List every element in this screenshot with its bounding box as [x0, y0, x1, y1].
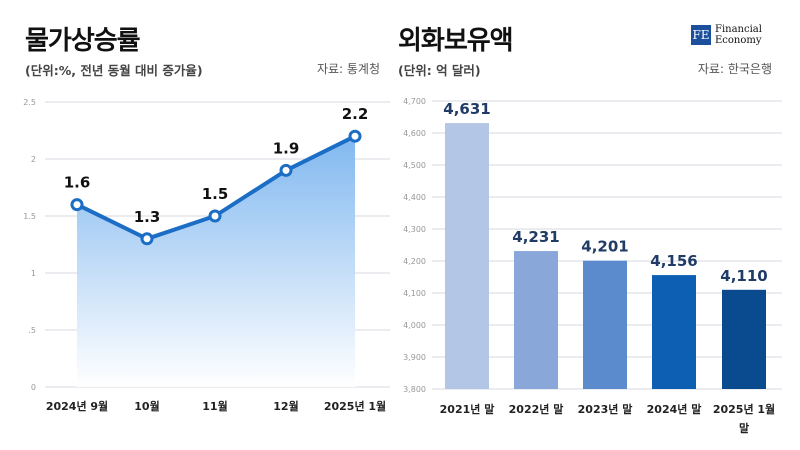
financial-economy-logo: FE Financial Economy [691, 24, 762, 46]
x-tick-label: 2025년 1월 말 [713, 402, 775, 435]
data-label: 1.5 [202, 185, 229, 203]
y-tick-label: .5 [28, 326, 36, 335]
y-tick-label: 4,700 [403, 97, 426, 106]
logo-line-1: Financial [715, 24, 762, 35]
bar-value-label: 4,201 [581, 238, 628, 256]
fx-reserves-panel: 외화보유액 (단위: 억 달러) 자료: 한국은행 [390, 0, 800, 450]
logo-text: Financial Economy [715, 24, 762, 46]
inflation-panel: 물가상승률 (단위:%, 전년 동월 대비 증가율) 자료: 통계청 [0, 0, 390, 450]
bar [445, 123, 489, 389]
x-tick-label: 2024년 9월 [46, 399, 108, 413]
x-tick-label: 2022년 말 [509, 402, 564, 416]
y-tick-label: 1.5 [23, 212, 36, 221]
data-point [70, 198, 84, 212]
bar-value-label: 4,631 [443, 100, 490, 118]
data-label: 1.9 [273, 139, 300, 157]
inflation-subtitle: (단위:%, 전년 동월 대비 증가율) [25, 63, 203, 78]
x-tick-label: 11월 [202, 399, 227, 413]
x-tick-label: 2023년 말 [578, 402, 633, 416]
bar [652, 275, 696, 389]
x-tick-label: 2021년 말 [440, 402, 495, 416]
y-tick-label: 3,800 [403, 385, 426, 394]
bar-value-label: 4,231 [512, 228, 559, 246]
data-point [208, 209, 222, 223]
bar [514, 251, 558, 389]
bar [583, 260, 627, 389]
area-fill [77, 136, 355, 387]
y-tick-label: 4,200 [403, 257, 426, 266]
inflation-source: 자료: 통계청 [316, 62, 380, 76]
x-tick-label: 2024년 말 [647, 402, 702, 416]
logo-mark: FE [691, 25, 711, 45]
y-tick-label: 4,600 [403, 129, 426, 138]
bar [722, 289, 766, 389]
y-tick-label: 0 [31, 383, 36, 392]
logo-line-2: Economy [715, 35, 762, 46]
y-tick-label: 4,500 [403, 161, 426, 170]
y-tick-label: 4,400 [403, 193, 426, 202]
data-point [279, 163, 293, 177]
inflation-title: 물가상승률 [25, 26, 141, 56]
data-label: 1.3 [134, 208, 161, 226]
x-tick-label: 2025년 1월 [324, 399, 386, 413]
data-point [140, 232, 154, 246]
fx-reserves-title: 외화보유액 [398, 26, 514, 56]
fx-reserves-subtitle: (단위: 억 달러) [398, 63, 481, 78]
data-point [348, 129, 362, 143]
y-tick-label: 4,300 [403, 225, 426, 234]
y-tick-label: 4,000 [403, 321, 426, 330]
y-tick-label: 3,900 [403, 353, 426, 362]
fx-reserves-source: 자료: 한국은행 [697, 62, 772, 76]
x-tick-label: 12월 [273, 399, 298, 413]
y-tick-label: 4,100 [403, 289, 426, 298]
x-tick-label: 10월 [134, 399, 159, 413]
y-tick-label: 1 [31, 269, 36, 278]
y-tick-label: 2.5 [23, 98, 36, 107]
bar-value-label: 4,156 [650, 252, 697, 270]
inflation-line-chart: 0 .5 1 1.5 2 2.5 1.6 2024년 9월 1.3 10월 1.5 11월 1.9 12월… [23, 98, 390, 413]
data-label: 1.6 [64, 174, 91, 192]
bar-value-label: 4,110 [720, 267, 767, 285]
data-label: 2.2 [342, 105, 369, 123]
y-tick-label: 2 [31, 155, 36, 164]
